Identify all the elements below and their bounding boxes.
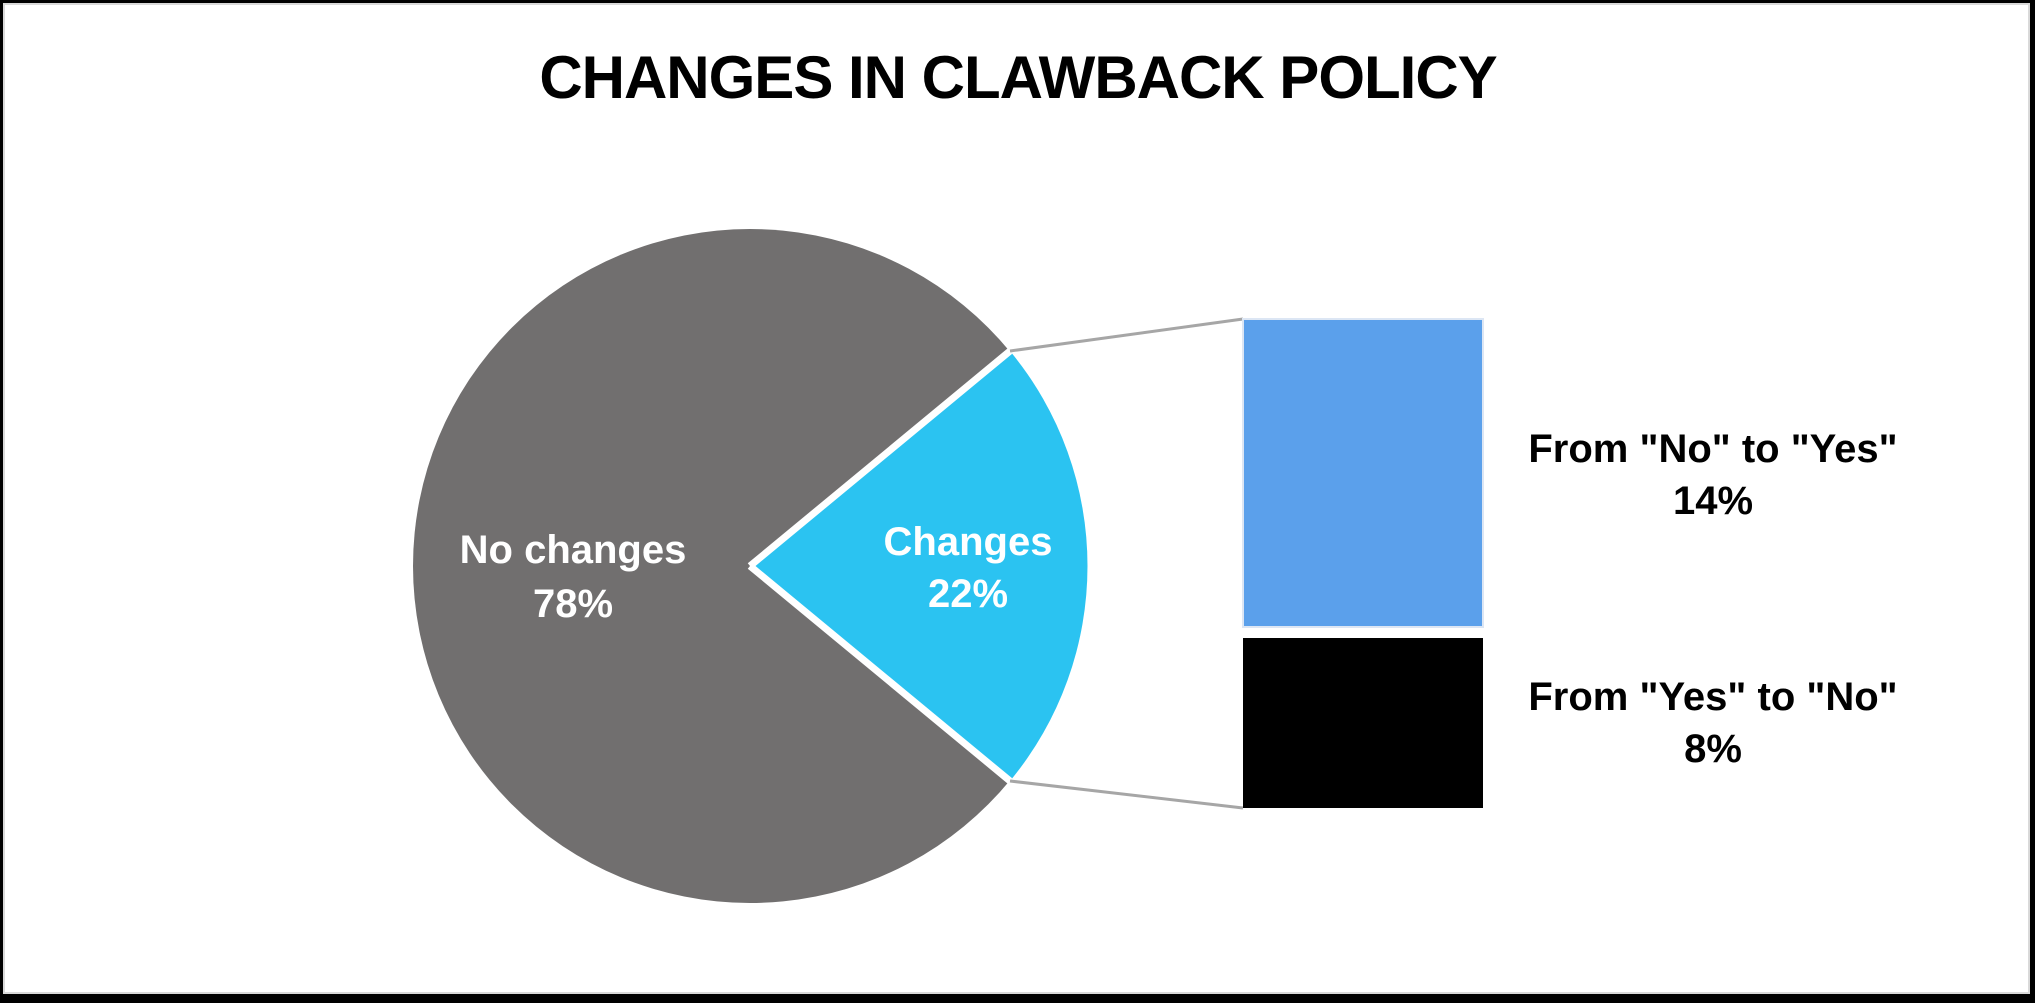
pie-label-changes-value: 22% [928, 572, 1008, 616]
connector-line-bottom [1009, 779, 1244, 810]
bar-label-no-to-yes-text: From "No" to "Yes" [1528, 427, 1897, 471]
bar-label-yes-to-no-text: From "Yes" to "No" [1528, 675, 1897, 719]
pie-label-no-changes-text: No changes [460, 528, 687, 572]
bar-label-yes-to-no: From "Yes" to "No" 8% [1528, 675, 1897, 771]
connector-line-top [1009, 317, 1244, 353]
slice-separator-bottom [747, 563, 1013, 784]
bar-label-yes-to-no-value: 8% [1684, 727, 1742, 771]
bar-label-no-to-yes: From "No" to "Yes" 14% [1528, 427, 1897, 523]
bar-label-no-to-yes-value: 14% [1673, 479, 1753, 523]
bar-segment-yes-to-no [1243, 638, 1483, 808]
pie-label-changes-text: Changes [884, 520, 1053, 564]
pie-label-changes: Changes 22% [884, 520, 1053, 616]
pie-slice-changes [750, 351, 1088, 781]
pie-label-no-changes: No changes 78% [460, 528, 687, 626]
chart-title: CHANGES IN CLAWBACK POLICY [539, 44, 1497, 111]
slice-separator-top [747, 348, 1013, 569]
bar-segment-no-to-yes [1242, 318, 1484, 628]
pie-label-no-changes-value: 78% [533, 582, 613, 626]
